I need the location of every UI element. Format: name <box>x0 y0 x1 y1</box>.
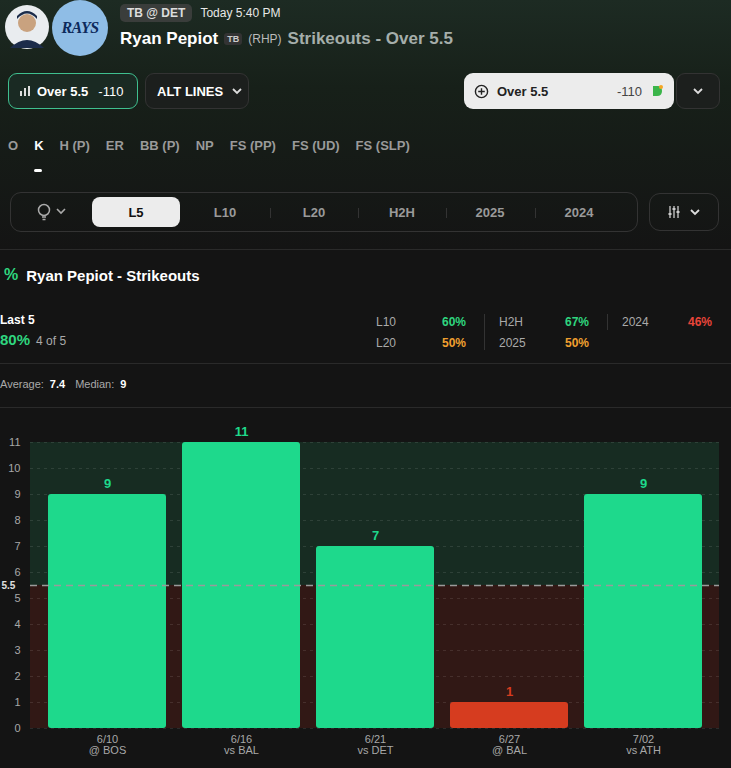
html-text:2025: 2025 <box>475 204 505 220</box>
html-text:TB @ DET: TB @ DET <box>127 6 186 20</box>
html-text:L10: L10 <box>213 204 237 220</box>
html-text:NP: NP <box>195 138 214 153</box>
html-text:50%: 50% <box>442 336 466 350</box>
svg-text:9: 9 <box>14 488 20 500</box>
svg-text:6/21vs DET: 6/21vs DET <box>357 733 393 756</box>
html-text:2024: 2024 <box>622 315 649 329</box>
svg-text:6/10@ BOS: 6/10@ BOS <box>89 733 126 756</box>
html-text:ALT LINES: ALT LINES <box>157 83 224 99</box>
svg-text:9: 9 <box>640 476 647 491</box>
html-text:H2H: H2H <box>389 204 415 220</box>
html-text:2025: 2025 <box>499 336 526 350</box>
html-text:L20: L20 <box>302 204 326 220</box>
html-text:Average:: Average: <box>0 378 44 390</box>
html-text:Last 5: Last 5 <box>0 313 35 327</box>
svg-text:11: 11 <box>235 424 249 439</box>
html-text:L20: L20 <box>376 336 396 350</box>
html-text:-110: -110 <box>616 83 642 99</box>
html-text:60%: 60% <box>442 315 466 329</box>
html-text:Over 5.5: Over 5.5 <box>497 83 549 99</box>
html-text:O: O <box>8 138 19 153</box>
svg-text:7: 7 <box>372 528 379 543</box>
svg-text:2: 2 <box>14 670 20 682</box>
html-text:4 of 5: 4 of 5 <box>36 334 67 348</box>
html-text:H2H: H2H <box>499 315 523 329</box>
html-text:2024: 2024 <box>564 204 594 220</box>
html-text:67%: 67% <box>565 315 589 329</box>
svg-text:11: 11 <box>9 436 20 448</box>
svg-text:5.5: 5.5 <box>2 580 16 591</box>
html-text:80%: 80% <box>0 331 30 348</box>
html-text:Ryan Pepiot: Ryan Pepiot <box>120 29 219 48</box>
svg-text:10: 10 <box>8 462 20 474</box>
svg-text:0: 0 <box>14 722 20 734</box>
html-text:50%: 50% <box>565 336 589 350</box>
svg-text:7: 7 <box>14 540 20 552</box>
html-text:FS (SLP): FS (SLP) <box>355 138 410 153</box>
svg-text:5: 5 <box>14 592 20 604</box>
html-text:46%: 46% <box>688 315 712 329</box>
svg-text:1: 1 <box>506 684 513 699</box>
svg-text:1: 1 <box>14 696 20 708</box>
html-text:Today 5:40 PM: Today 5:40 PM <box>200 6 281 20</box>
html-text:FS (PP): FS (PP) <box>229 138 276 153</box>
html-text:FS (UD): FS (UD) <box>291 138 340 153</box>
html-text:Over 5.5: Over 5.5 <box>37 83 89 99</box>
html-text:9: 9 <box>120 378 127 390</box>
svg-text:6/27@ BAL: 6/27@ BAL <box>492 733 527 756</box>
html-text:K: K <box>34 138 44 153</box>
html-text:L10: L10 <box>376 315 396 329</box>
html-text:RAYS: RAYS <box>61 19 99 36</box>
svg-text:6: 6 <box>14 566 20 578</box>
svg-text:3: 3 <box>14 644 20 656</box>
html-text:H (P): H (P) <box>59 138 90 153</box>
svg-text:6/16vs BAL: 6/16vs BAL <box>224 733 259 756</box>
html-text:ER: ER <box>105 138 124 153</box>
html-text:Ryan Pepiot - Strikeouts: Ryan Pepiot - Strikeouts <box>26 266 200 284</box>
html-text:BB (P): BB (P) <box>139 138 180 153</box>
svg-text:8: 8 <box>14 514 20 526</box>
svg-text:4: 4 <box>14 618 20 630</box>
html-text:-110: -110 <box>98 83 124 99</box>
html-text:(RHP) Strikeouts - Over 5.5: (RHP) Strikeouts - Over 5.5 <box>248 29 453 48</box>
html-text:L5: L5 <box>128 204 144 220</box>
html-text:TB: TB <box>227 34 240 44</box>
html-text:Median:: Median: <box>75 378 115 390</box>
svg-text:9: 9 <box>104 476 111 491</box>
html-text:7.4: 7.4 <box>49 378 66 390</box>
svg-text:7/02vs ATH: 7/02vs ATH <box>626 733 661 756</box>
